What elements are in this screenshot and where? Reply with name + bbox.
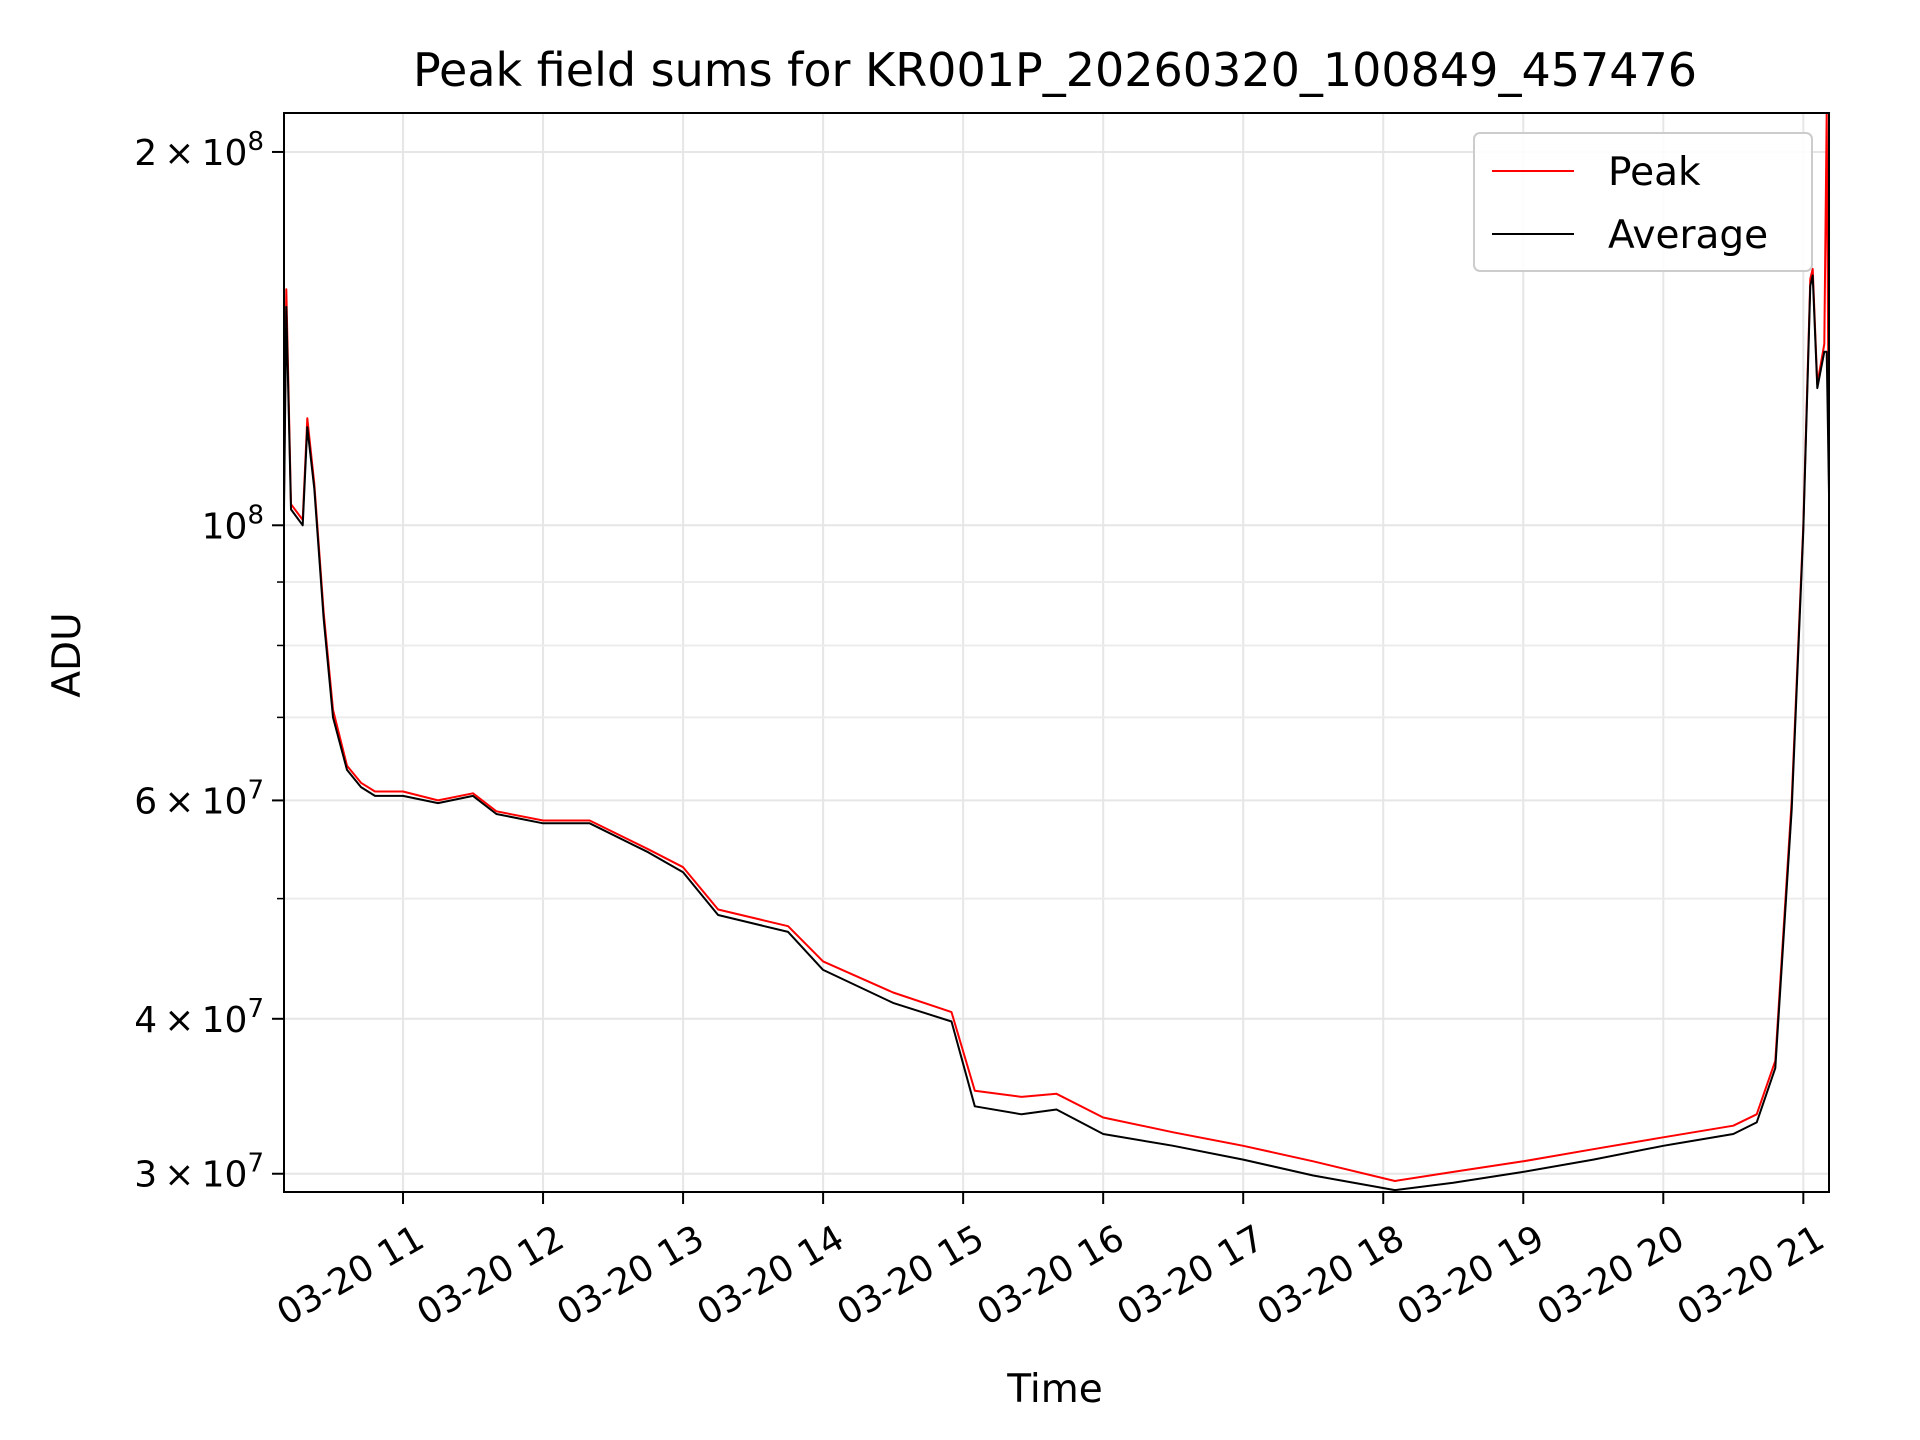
legend-label-average: Average xyxy=(1608,213,1768,258)
plot-frame xyxy=(283,112,1830,1193)
legend-label-peak: Peak xyxy=(1608,150,1701,195)
y-tick-label: 3 × 107 xyxy=(134,1149,264,1196)
y-tick-label: 2 × 108 xyxy=(134,127,264,174)
y-tick-label: 4 × 107 xyxy=(134,994,264,1041)
y-axis-title: ADU xyxy=(45,612,90,697)
legend: Peak Average xyxy=(1473,132,1813,272)
y-tick-label: 6 × 107 xyxy=(134,775,264,822)
series-layer xyxy=(284,113,1829,1192)
legend-box xyxy=(1473,132,1813,272)
chart-title: Peak field sums for KR001P_20260320_1008… xyxy=(413,43,1697,97)
x-axis-title: Time xyxy=(1006,1367,1102,1412)
series-line-average xyxy=(284,274,1829,1192)
y-tick-label: 108 xyxy=(202,500,264,547)
